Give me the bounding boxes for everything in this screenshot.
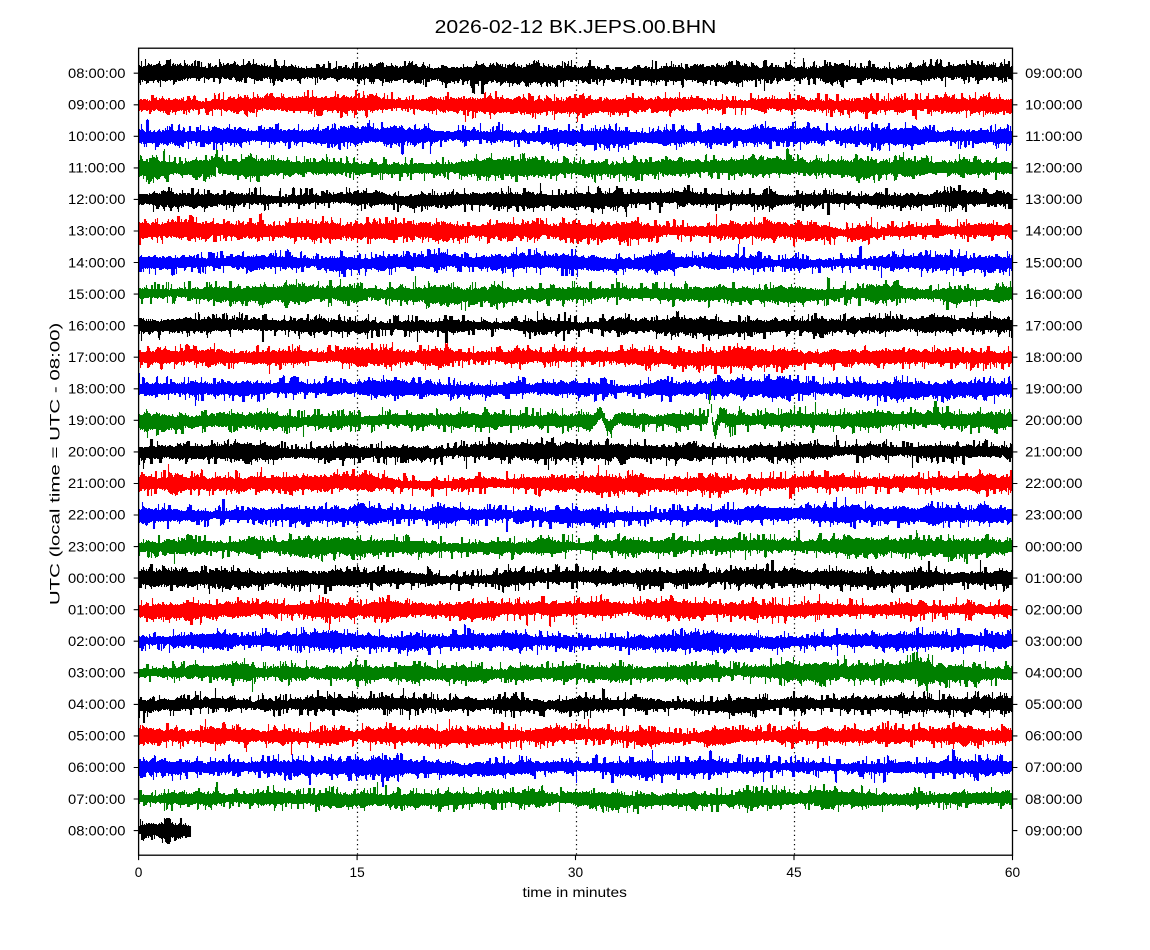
- svg-text:05:00:00: 05:00:00: [1025, 697, 1083, 712]
- svg-text:12:00:00: 12:00:00: [1025, 161, 1083, 176]
- svg-text:45: 45: [786, 865, 802, 880]
- svg-text:17:00:00: 17:00:00: [1025, 318, 1083, 333]
- svg-text:0: 0: [135, 865, 143, 880]
- svg-text:04:00:00: 04:00:00: [1025, 666, 1083, 681]
- svg-text:08:00:00: 08:00:00: [68, 66, 126, 81]
- svg-text:07:00:00: 07:00:00: [1025, 760, 1083, 775]
- svg-text:2026-02-12 BK.JEPS.00.BHN: 2026-02-12 BK.JEPS.00.BHN: [435, 16, 717, 37]
- svg-text:19:00:00: 19:00:00: [1025, 382, 1083, 397]
- svg-text:06:00:00: 06:00:00: [68, 760, 126, 775]
- svg-text:08:00:00: 08:00:00: [68, 823, 126, 838]
- svg-text:07:00:00: 07:00:00: [68, 792, 126, 807]
- svg-text:15: 15: [349, 865, 365, 880]
- svg-text:03:00:00: 03:00:00: [1025, 634, 1083, 649]
- svg-text:11:00:00: 11:00:00: [1025, 129, 1083, 144]
- svg-text:23:00:00: 23:00:00: [1025, 508, 1083, 523]
- svg-text:30: 30: [568, 865, 584, 880]
- svg-text:09:00:00: 09:00:00: [1025, 66, 1083, 81]
- svg-text:22:00:00: 22:00:00: [68, 508, 126, 523]
- svg-text:09:00:00: 09:00:00: [1025, 823, 1083, 838]
- svg-text:15:00:00: 15:00:00: [68, 287, 126, 302]
- svg-text:04:00:00: 04:00:00: [68, 697, 126, 712]
- svg-text:11:00:00: 11:00:00: [68, 161, 126, 176]
- svg-text:12:00:00: 12:00:00: [68, 192, 126, 207]
- svg-text:08:00:00: 08:00:00: [1025, 792, 1083, 807]
- svg-text:20:00:00: 20:00:00: [68, 445, 126, 460]
- svg-text:60: 60: [1005, 865, 1021, 880]
- svg-text:05:00:00: 05:00:00: [68, 729, 126, 744]
- svg-text:16:00:00: 16:00:00: [1025, 287, 1083, 302]
- svg-text:19:00:00: 19:00:00: [68, 413, 126, 428]
- svg-text:17:00:00: 17:00:00: [68, 350, 126, 365]
- svg-text:13:00:00: 13:00:00: [68, 224, 126, 239]
- svg-text:UTC (local time = UTC - 08:00): UTC (local time = UTC - 08:00): [48, 323, 63, 606]
- svg-text:01:00:00: 01:00:00: [1025, 571, 1083, 586]
- svg-text:23:00:00: 23:00:00: [68, 539, 126, 554]
- svg-text:15:00:00: 15:00:00: [1025, 255, 1083, 270]
- svg-text:time in minutes: time in minutes: [523, 885, 628, 900]
- svg-text:10:00:00: 10:00:00: [1025, 98, 1083, 113]
- svg-text:13:00:00: 13:00:00: [1025, 192, 1083, 207]
- svg-text:10:00:00: 10:00:00: [68, 129, 126, 144]
- svg-text:02:00:00: 02:00:00: [68, 634, 126, 649]
- svg-text:00:00:00: 00:00:00: [68, 571, 126, 586]
- svg-text:16:00:00: 16:00:00: [68, 318, 126, 333]
- svg-text:09:00:00: 09:00:00: [68, 98, 126, 113]
- svg-text:20:00:00: 20:00:00: [1025, 413, 1083, 428]
- svg-text:14:00:00: 14:00:00: [1025, 224, 1083, 239]
- svg-text:03:00:00: 03:00:00: [68, 666, 126, 681]
- svg-text:18:00:00: 18:00:00: [68, 382, 126, 397]
- svg-text:22:00:00: 22:00:00: [1025, 476, 1083, 491]
- svg-text:02:00:00: 02:00:00: [1025, 602, 1083, 617]
- svg-text:18:00:00: 18:00:00: [1025, 350, 1083, 365]
- svg-text:00:00:00: 00:00:00: [1025, 539, 1083, 554]
- svg-text:06:00:00: 06:00:00: [1025, 729, 1083, 744]
- svg-text:21:00:00: 21:00:00: [1025, 445, 1083, 460]
- svg-text:14:00:00: 14:00:00: [68, 255, 126, 270]
- svg-text:21:00:00: 21:00:00: [68, 476, 126, 491]
- svg-text:01:00:00: 01:00:00: [68, 602, 126, 617]
